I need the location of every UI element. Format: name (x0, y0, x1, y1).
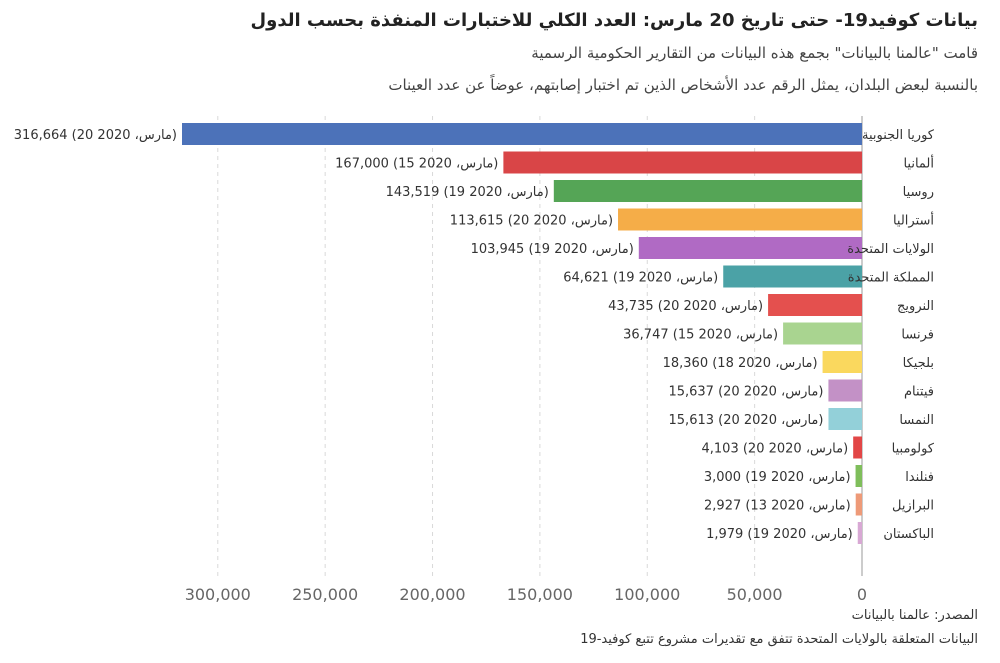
bar (828, 379, 862, 402)
x-tick-label: 200,000 (399, 585, 465, 604)
value-label: 3,000 (19 مارس، 2020) (704, 470, 851, 485)
chart-subtitle-2: بالنسبة لبعض البلدان، يمثل الرقم عدد الأ… (388, 76, 978, 94)
bar (618, 208, 862, 231)
value-label: 1,979 (19 مارس، 2020) (706, 527, 853, 542)
category-label: كوريا الجنوبية (862, 128, 935, 143)
bar (853, 436, 862, 459)
value-label: 2,927 (13 مارس، 2020) (704, 499, 851, 514)
bar (768, 294, 862, 316)
chart-title: بيانات كوفيد19- حتى تاريخ 20 مارس: العدد… (250, 10, 978, 31)
bar (855, 465, 862, 487)
category-label: بلجيكا (903, 356, 934, 371)
bar (723, 265, 862, 288)
value-label: 143,519 (19 مارس، 2020) (386, 185, 549, 200)
value-label: 36,747 (15 مارس، 2020) (623, 328, 778, 343)
category-label: المملكة المتحدة (848, 271, 934, 286)
x-tick-label: 150,000 (507, 585, 573, 604)
bar (822, 351, 862, 373)
data-note: البيانات المتعلقة بالولايات المتحدة تتفق… (580, 632, 978, 647)
category-label: أستراليا (893, 212, 934, 229)
bar (553, 180, 862, 202)
bar (855, 493, 862, 516)
value-label: 15,637 (20 مارس، 2020) (668, 385, 823, 400)
value-label: 167,000 (15 مارس، 2020) (335, 157, 498, 172)
value-label: 18,360 (18 مارس، 2020) (663, 356, 818, 371)
bar (503, 151, 862, 174)
bars (182, 123, 862, 544)
value-label: 4,103 (20 مارس، 2020) (702, 442, 849, 457)
source-note: المصدر: عالمنا بالبيانات (851, 608, 978, 623)
x-tick-label: 50,000 (727, 585, 783, 604)
x-axis-ticks: 0 50,000 100,000 150,000 200,000 250,000 300,0… (185, 585, 867, 604)
category-label: النمسا (899, 413, 934, 428)
value-label: 113,615 (20 مارس، 2020) (450, 214, 613, 229)
value-label: 64,621 (19 مارس، 2020) (563, 271, 718, 286)
category-label: كولومبيا (892, 442, 935, 457)
category-label: فرنسا (901, 328, 934, 343)
x-tick-label: 0 (857, 585, 867, 604)
x-tick-label: 300,000 (185, 585, 251, 604)
chart-subtitle-1: قامت "عالمنا بالبيانات" بجمع هذه البيانا… (531, 44, 978, 62)
category-label: ألمانيا (903, 155, 934, 172)
category-label: الولايات المتحدة (847, 242, 934, 257)
value-label: 316,664 (20 مارس، 2020) (14, 128, 177, 143)
x-tick-label: 250,000 (292, 585, 358, 604)
labels: كوريا الجنوبية 316,664 (20 مارس، 2020) ألم… (14, 128, 935, 542)
bar (828, 408, 862, 430)
category-label: الباكستان (883, 527, 934, 542)
category-label: فيتنام (904, 385, 934, 400)
bar (857, 522, 862, 544)
bar (182, 123, 862, 145)
value-label: 15,613 (20 مارس، 2020) (669, 413, 824, 428)
bar (638, 237, 862, 259)
category-label: البرازيل (892, 499, 934, 514)
category-label: روسيا (903, 185, 934, 200)
bar (783, 322, 862, 345)
value-label: 103,945 (19 مارس، 2020) (471, 242, 634, 257)
category-label: فنلندا (905, 470, 934, 485)
x-tick-label: 100,000 (614, 585, 680, 604)
value-label: 43,735 (20 مارس، 2020) (608, 299, 763, 314)
category-label: النرويج (897, 299, 934, 314)
